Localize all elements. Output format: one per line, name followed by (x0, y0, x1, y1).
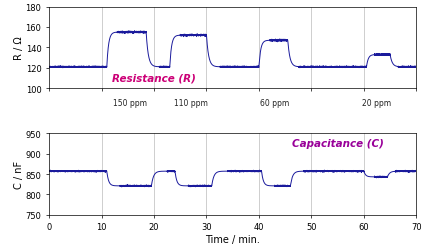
Text: 150 ppm: 150 ppm (113, 98, 147, 108)
Y-axis label: C / nF: C / nF (14, 160, 24, 188)
Text: Capacitance (C): Capacitance (C) (291, 138, 383, 148)
Text: Resistance (R): Resistance (R) (112, 73, 196, 83)
Y-axis label: R / Ω: R / Ω (14, 36, 24, 60)
Text: 60 ppm: 60 ppm (259, 98, 289, 108)
Text: 110 ppm: 110 ppm (173, 98, 207, 108)
X-axis label: Time / min.: Time / min. (205, 234, 259, 244)
Text: 20 ppm: 20 ppm (362, 98, 391, 108)
